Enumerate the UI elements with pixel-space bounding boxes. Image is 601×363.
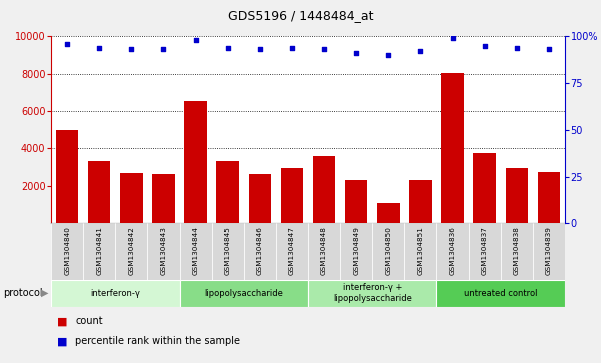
Text: GSM1304837: GSM1304837 xyxy=(481,226,487,275)
Text: GSM1304846: GSM1304846 xyxy=(257,226,263,275)
FancyBboxPatch shape xyxy=(212,223,244,280)
FancyBboxPatch shape xyxy=(115,223,147,280)
Point xyxy=(383,52,393,58)
Point xyxy=(63,41,72,47)
Bar xyxy=(474,153,496,223)
FancyBboxPatch shape xyxy=(469,223,501,280)
Bar xyxy=(313,156,335,223)
Text: GDS5196 / 1448484_at: GDS5196 / 1448484_at xyxy=(228,9,373,22)
Text: GSM1304842: GSM1304842 xyxy=(129,226,135,275)
Text: interferon-γ +
lipopolysaccharide: interferon-γ + lipopolysaccharide xyxy=(333,284,412,303)
Text: count: count xyxy=(75,316,103,326)
FancyBboxPatch shape xyxy=(308,223,340,280)
Text: untreated control: untreated control xyxy=(464,289,537,298)
FancyBboxPatch shape xyxy=(244,223,276,280)
Bar xyxy=(120,173,142,223)
Text: GSM1304841: GSM1304841 xyxy=(96,226,102,275)
Point xyxy=(191,37,200,43)
FancyBboxPatch shape xyxy=(340,223,372,280)
Bar xyxy=(152,174,175,223)
FancyBboxPatch shape xyxy=(83,223,115,280)
Point xyxy=(416,48,426,54)
Text: GSM1304840: GSM1304840 xyxy=(64,226,70,275)
Point xyxy=(94,45,104,50)
Bar xyxy=(249,174,271,223)
Bar xyxy=(441,73,464,223)
FancyBboxPatch shape xyxy=(533,223,565,280)
Bar xyxy=(185,101,207,223)
Bar xyxy=(56,130,78,223)
Point xyxy=(223,45,233,50)
Bar xyxy=(377,203,400,223)
Point xyxy=(352,50,361,56)
Point xyxy=(448,35,457,41)
Point xyxy=(480,43,489,49)
Bar xyxy=(409,180,432,223)
Text: protocol: protocol xyxy=(3,288,43,298)
Text: GSM1304850: GSM1304850 xyxy=(385,226,391,275)
FancyBboxPatch shape xyxy=(276,223,308,280)
Text: lipopolysaccharide: lipopolysaccharide xyxy=(204,289,283,298)
FancyBboxPatch shape xyxy=(436,280,565,307)
Text: GSM1304839: GSM1304839 xyxy=(546,226,552,275)
Point xyxy=(287,45,297,50)
Text: GSM1304836: GSM1304836 xyxy=(450,226,456,275)
FancyBboxPatch shape xyxy=(404,223,436,280)
Text: GSM1304838: GSM1304838 xyxy=(514,226,520,275)
FancyBboxPatch shape xyxy=(180,223,212,280)
FancyBboxPatch shape xyxy=(51,223,83,280)
Point xyxy=(512,45,522,50)
Text: GSM1304844: GSM1304844 xyxy=(192,226,198,275)
Bar xyxy=(538,172,560,223)
FancyBboxPatch shape xyxy=(308,280,436,307)
Text: GSM1304847: GSM1304847 xyxy=(289,226,295,275)
FancyBboxPatch shape xyxy=(436,223,469,280)
Text: GSM1304851: GSM1304851 xyxy=(418,226,424,275)
Point xyxy=(544,46,554,52)
Point xyxy=(159,46,168,52)
Bar xyxy=(345,180,367,223)
Point xyxy=(255,46,264,52)
Point xyxy=(319,46,329,52)
FancyBboxPatch shape xyxy=(147,223,180,280)
Bar xyxy=(88,160,111,223)
Bar xyxy=(216,160,239,223)
Text: percentile rank within the sample: percentile rank within the sample xyxy=(75,336,240,346)
FancyBboxPatch shape xyxy=(372,223,404,280)
Text: ■: ■ xyxy=(57,316,67,326)
Text: GSM1304843: GSM1304843 xyxy=(160,226,166,275)
Text: GSM1304845: GSM1304845 xyxy=(225,226,231,275)
Text: GSM1304848: GSM1304848 xyxy=(321,226,327,275)
FancyBboxPatch shape xyxy=(51,280,180,307)
Point xyxy=(127,46,136,52)
Text: ▶: ▶ xyxy=(41,288,48,298)
Text: ■: ■ xyxy=(57,336,67,346)
Bar xyxy=(281,168,303,223)
FancyBboxPatch shape xyxy=(501,223,533,280)
Bar xyxy=(505,168,528,223)
Text: GSM1304849: GSM1304849 xyxy=(353,226,359,275)
FancyBboxPatch shape xyxy=(180,280,308,307)
Text: interferon-γ: interferon-γ xyxy=(90,289,140,298)
